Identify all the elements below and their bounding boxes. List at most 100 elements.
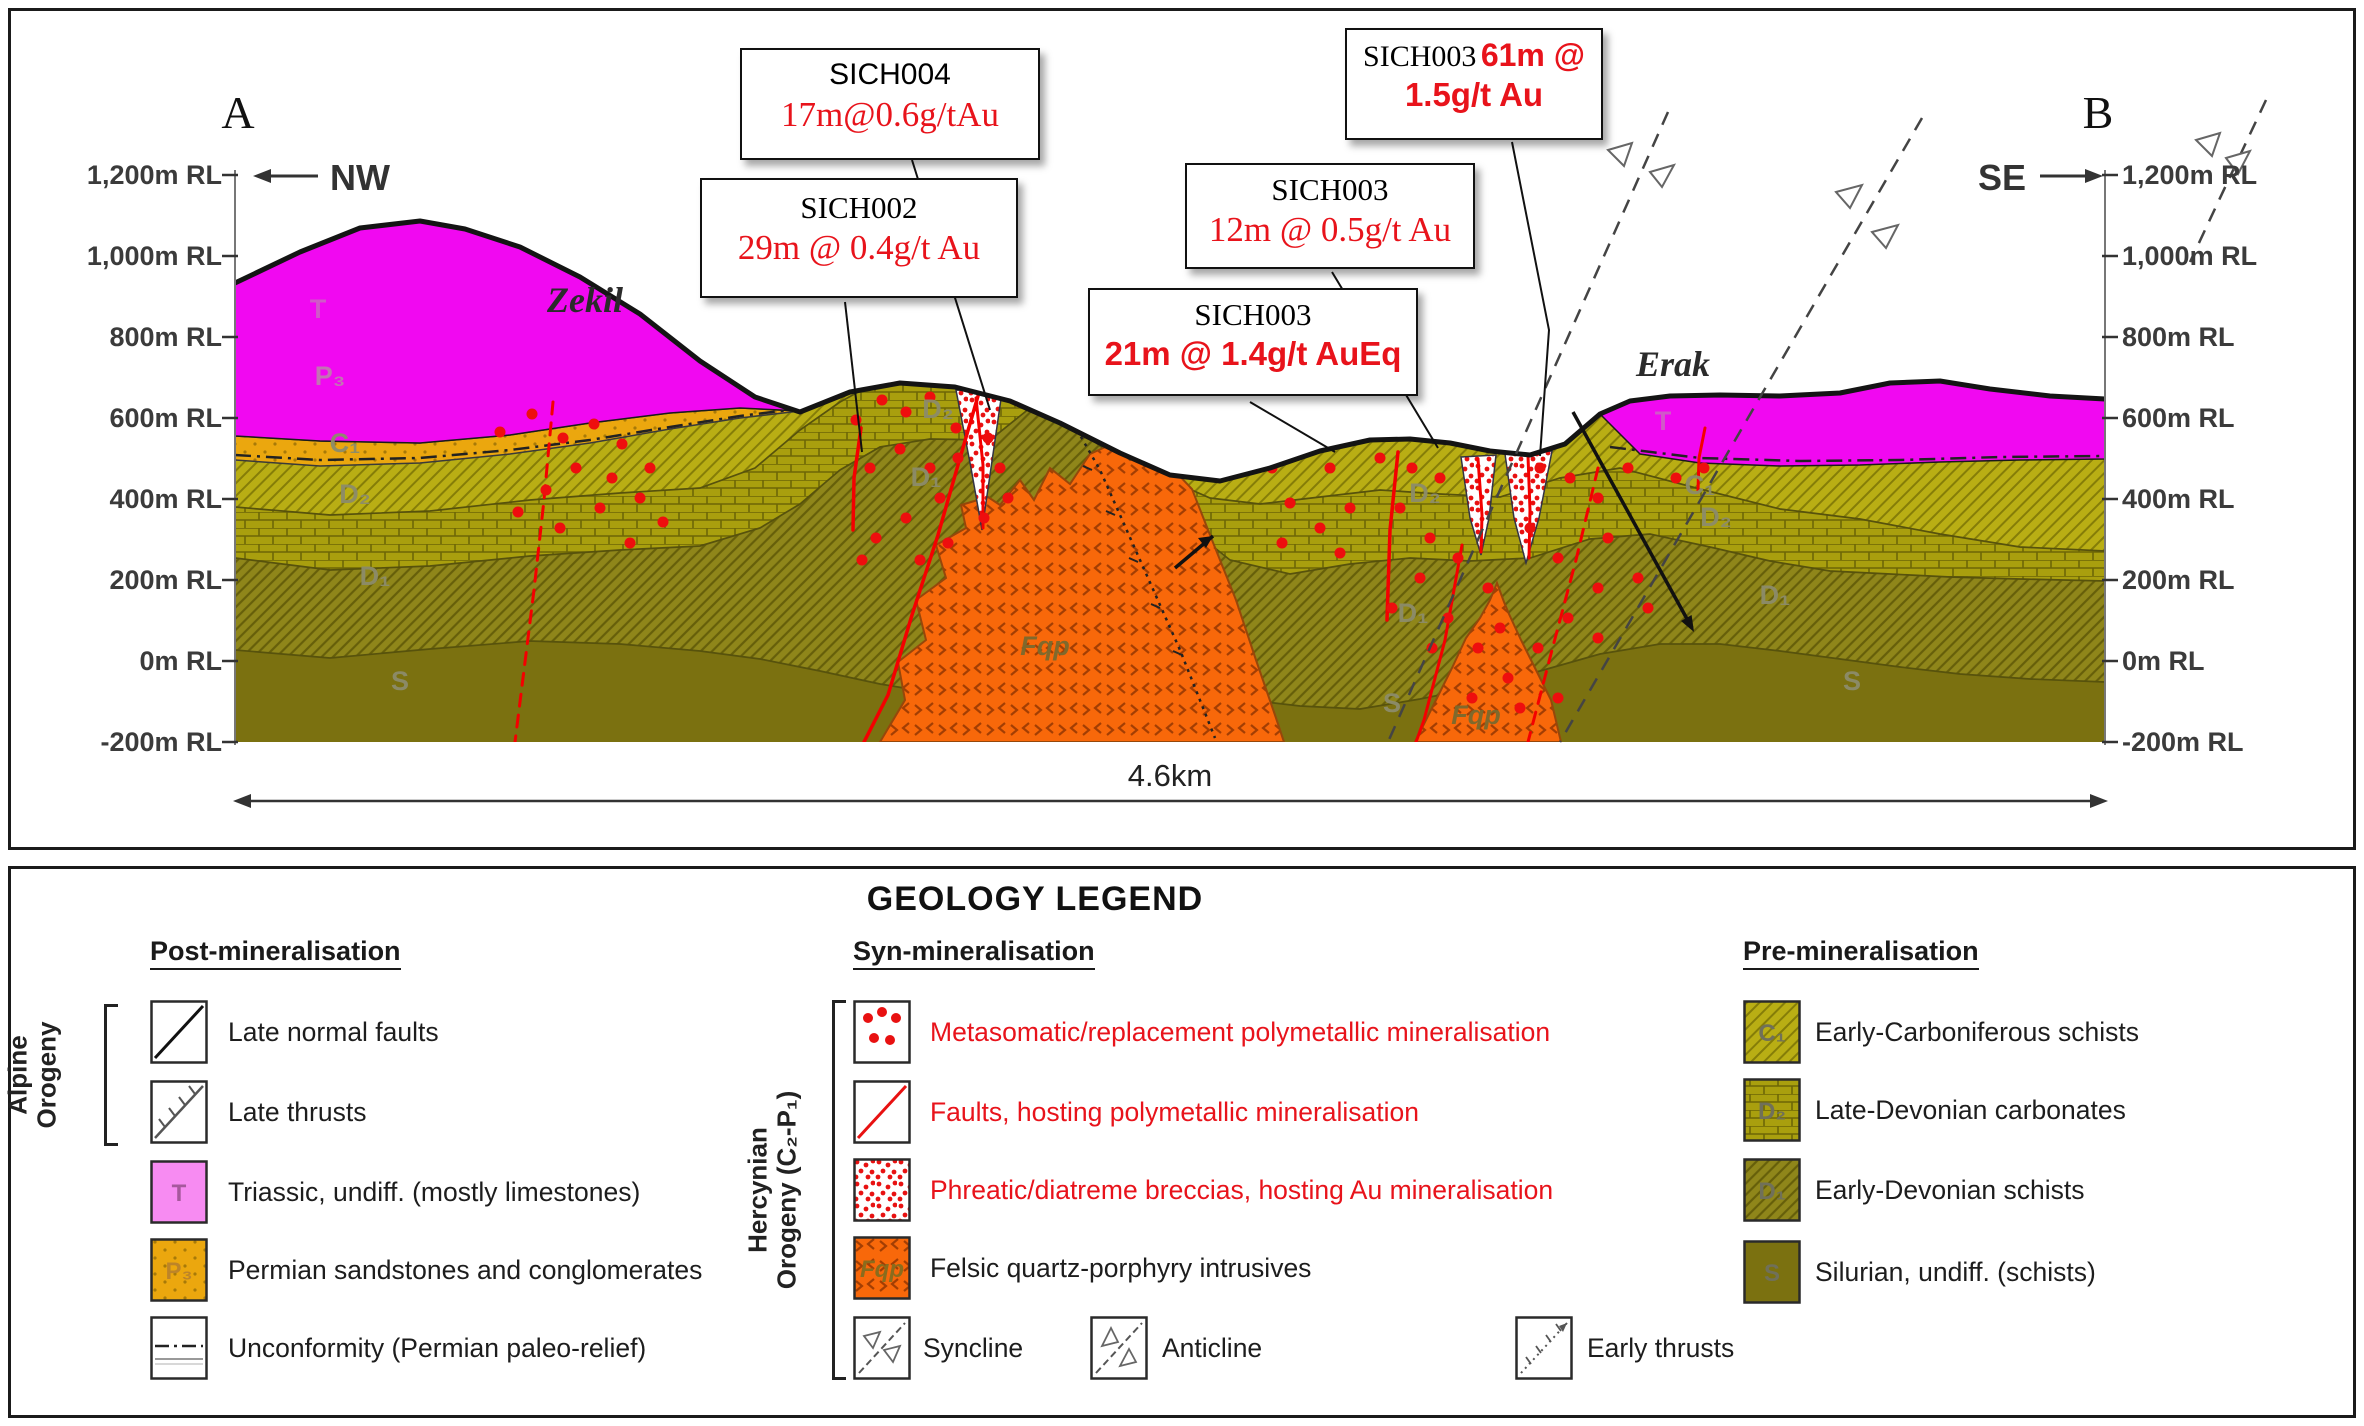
anticline-symbol-icon <box>1090 1316 1148 1380</box>
callout-sich003-61m: SICH003 61m @ 1.5g/t Au <box>1345 28 1603 140</box>
drillhole-grade-part1: 61m @ <box>1480 37 1585 73</box>
mineralisation-dot <box>1414 572 1426 584</box>
topographic-surface-line <box>233 218 2106 484</box>
mineralisation-dot <box>1284 497 1296 509</box>
swatch-unit-letter: D₁ <box>1758 1178 1785 1205</box>
unconformity-line <box>1609 445 2105 463</box>
legend-item-d1: Early-Devonian schists <box>1815 1174 2085 1205</box>
breccia-swatch-icon <box>853 1158 911 1222</box>
elev-left-3: 600m RL <box>109 403 222 433</box>
callout-sich004: SICH004 17m@0.6g/tAu <box>740 48 1040 160</box>
unit-label-c1: C₁ <box>1685 470 1716 500</box>
mineralisation-dot <box>557 432 569 444</box>
mineralisation-dot <box>1406 462 1418 474</box>
triassic-swatch-icon: T <box>150 1160 208 1224</box>
unit-label-t: T <box>1655 406 1672 436</box>
elev-left-1: 1,000m RL <box>87 241 222 271</box>
mineralisation-dot <box>1466 692 1478 704</box>
mineralisation-dot <box>894 443 906 455</box>
elev-left-0: 1,200m RL <box>87 160 222 190</box>
callout-sich003-21m: SICH003 21m @ 1.4g/t AuEq <box>1088 288 1418 396</box>
c1-swatch-icon: C₁ <box>1743 1000 1801 1064</box>
mineralisation-dot <box>900 512 912 524</box>
legend-panel <box>8 866 2356 1418</box>
mineralisation-dot <box>1534 462 1546 474</box>
callout-sich003-12m: SICH003 12m @ 0.5g/t Au <box>1185 163 1475 269</box>
unit-label-d2: D₂ <box>922 394 954 424</box>
mineralisation-dot <box>1334 547 1346 559</box>
syncline-symbol <box>1606 141 1634 168</box>
mineralisation-dot <box>950 422 962 434</box>
elev-right-1: 1,000m RL <box>2122 241 2257 271</box>
legend-heading-syn-mineralisation: Syn-mineralisation <box>853 936 1095 970</box>
mineralisation-dot <box>1314 522 1326 534</box>
late-normal-fault-line <box>1571 411 1694 629</box>
endpoint-b-label: B <box>2083 87 2114 138</box>
hercynian-orogeny-bracket <box>832 1000 846 1380</box>
legend-item-metasomatic: Metasomatic/replacement polymetallic min… <box>930 1016 1551 1047</box>
unconformity-swatch-icon <box>150 1316 208 1380</box>
unit-label-s: S <box>391 666 409 696</box>
mineralisation-dot <box>1632 572 1644 584</box>
swatch-unit-letter: C₁ <box>1758 1020 1785 1047</box>
unit-label-d1: D₁ <box>1760 580 1791 610</box>
legend-item-unconformity: Unconformity (Permian paleo-relief) <box>228 1332 647 1363</box>
mineralisation-dot <box>554 522 566 534</box>
geology-units <box>235 221 2105 742</box>
legend-item-permian: Permian sandstones and conglomerates <box>228 1254 703 1285</box>
mineralised-fault-line <box>851 426 863 532</box>
unit-label-t: T <box>310 294 327 324</box>
elev-right-5: 200m RL <box>2122 565 2235 595</box>
mineralisation-dot <box>540 484 552 496</box>
drillhole-id: SICH003 <box>1271 172 1389 207</box>
mineralisation-dot <box>914 554 926 566</box>
metasomatic-mineralisation-swatch-icon <box>853 1000 911 1064</box>
unit-label-d2: D₂ <box>1409 478 1441 508</box>
unit-label-s: S <box>1843 666 1861 696</box>
legend-heading-post-mineralisation: Post-mineralisation <box>150 936 401 970</box>
s-swatch-icon: S <box>1743 1240 1801 1304</box>
mineralisation-dot <box>1386 602 1398 614</box>
mineralisation-dot <box>1514 702 1526 714</box>
endpoint-a-label: A <box>221 87 254 138</box>
mineralisation-dot <box>1564 472 1576 484</box>
anticline-axis <box>1558 117 1924 743</box>
mineralisation-dot <box>588 418 600 430</box>
mineralisation-dot <box>1452 552 1464 564</box>
mountain-erak-label: Erak <box>1635 344 1710 384</box>
swatch-unit-letter: S <box>1764 1260 1780 1287</box>
mineralised-fault-line <box>1385 450 1400 622</box>
mineralisation-dot <box>657 516 669 528</box>
mineralisation-dot <box>876 394 888 406</box>
mineralisation-dot <box>1442 612 1454 624</box>
legend-item-late-thrusts: Late thrusts <box>228 1096 367 1127</box>
mineralisation-dot <box>1562 612 1574 624</box>
anticline-symbol <box>2194 131 2222 158</box>
anticline-axis <box>2188 99 2268 263</box>
mineralisation-dot <box>864 462 876 474</box>
mineralisation-dot <box>644 462 656 474</box>
mineralisation-dot <box>594 502 606 514</box>
elev-left-4: 400m RL <box>109 484 222 514</box>
mineralisation-dot <box>1602 532 1614 544</box>
elev-right-4: 400m RL <box>2122 484 2235 514</box>
anticline-symbol <box>1870 223 1900 250</box>
mineralisation-dot <box>1622 462 1634 474</box>
anticline-symbol <box>1834 183 1864 210</box>
hercynian-orogeny-label: Hercynian Orogeny (C₂-P₁) <box>742 1090 801 1290</box>
scale-label: 4.6km <box>1128 758 1212 793</box>
mineralisation-dot <box>934 492 946 504</box>
fqp-swatch-icon: Fqp <box>853 1236 911 1300</box>
swatch-unit-letter: Fqp <box>860 1256 904 1283</box>
mineralisation-dot <box>1642 602 1654 614</box>
mineralisation-dot <box>1552 692 1564 704</box>
elev-right-2: 800m RL <box>2122 322 2235 352</box>
mineralisation-dot <box>616 438 628 450</box>
swatch-unit-letter: P₃ <box>165 1258 192 1285</box>
mineralisation-dot <box>1494 622 1506 634</box>
late-normal-faults-swatch-icon <box>150 1000 208 1064</box>
unit-label-d1: D₁ <box>360 561 391 591</box>
legend-item-breccias: Phreatic/diatreme breccias, hosting Au m… <box>930 1174 1554 1205</box>
